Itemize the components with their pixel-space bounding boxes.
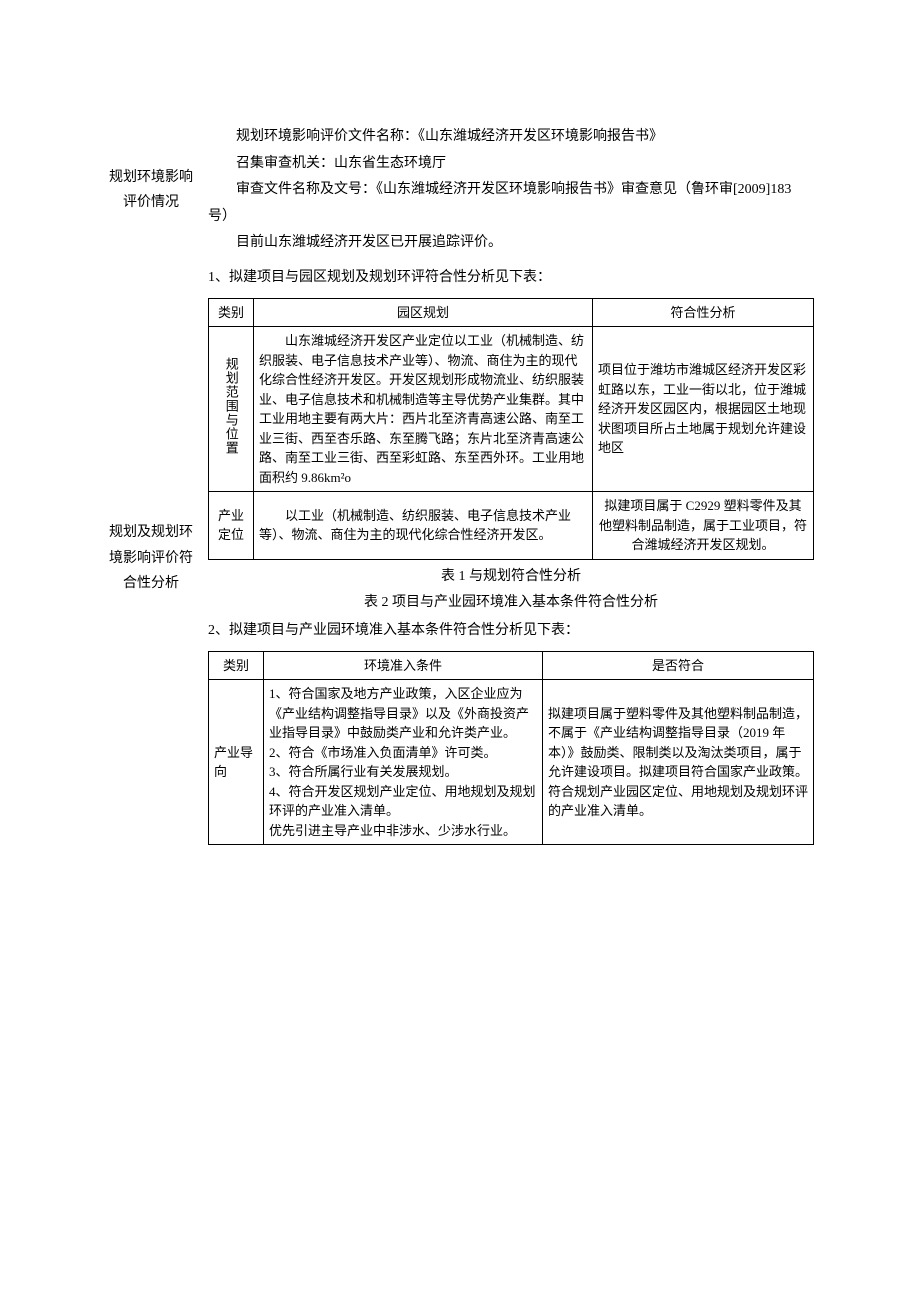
cell-plan-scope: 山东潍城经济开发区产业定位以工业（机械制造、纺织服装、电子信息技术产业等）、物流…: [254, 327, 593, 492]
th-plan: 园区规划: [254, 298, 593, 327]
row-label-planning-eia: 规划环境影响评价情况: [100, 120, 202, 261]
cell-plan-industry: 以工业（机械制造、纺织服装、电子信息技术产业等）、物流、商住为主的现代化综合性经…: [254, 492, 593, 560]
th-category-2: 类别: [209, 651, 264, 680]
cell-ok: 拟建项目属于塑料零件及其他塑料制品制造，不属于《产业结构调整指导目录（2019 …: [543, 680, 814, 845]
th-condition: 环境准入条件: [264, 651, 543, 680]
row-content-conformity: 1、拟建项目与园区规划及规划环评符合性分析见下表： 类别 园区规划 符合性分析 …: [202, 261, 820, 855]
caption-table-1: 表 1 与规划符合性分析: [208, 566, 814, 588]
section-row-planning-eia: 规划环境影响评价情况 规划环境影响评价文件名称：《山东潍城经济开发区环境影响报告…: [100, 120, 820, 261]
table-row: 产业导向 1、符合国家及地方产业政策，入区企业应为《产业结构调整指导目录》以及《…: [209, 680, 814, 845]
section-row-conformity: 规划及规划环境影响评价符合性分析 1、拟建项目与园区规划及规划环评符合性分析见下…: [100, 261, 820, 855]
table-row: 规划范围与位置 山东潍城经济开发区产业定位以工业（机械制造、纺织服装、电子信息技…: [209, 327, 814, 492]
cell-condition: 1、符合国家及地方产业政策，入区企业应为《产业结构调整指导目录》以及《外商投资产…: [264, 680, 543, 845]
caption-table-2: 表 2 项目与产业园环境准入基本条件符合性分析: [208, 592, 814, 614]
table-entry-conformity: 类别 环境准入条件 是否符合 产业导向 1、符合国家及地方产业政策，入区企业应为…: [208, 651, 814, 846]
text-industry-pos: 产业定位: [218, 508, 244, 543]
th-category: 类别: [209, 298, 254, 327]
th-ok: 是否符合: [543, 651, 814, 680]
lead-text-1: 1、拟建项目与园区规划及规划环评符合性分析见下表：: [208, 265, 814, 292]
cell-category-industry: 产业定位: [209, 492, 254, 560]
cell-conf-scope: 项目位于潍坊市潍城区经济开发区彩虹路以东，工业一街以北，位于潍城经济开发区园区内…: [593, 327, 814, 492]
cell-conf-industry: 拟建项目属于 C2929 塑料零件及其他塑料制品制造，属于工业项目，符合潍城经济…: [593, 492, 814, 560]
table-row: 类别 园区规划 符合性分析: [209, 298, 814, 327]
para-followup: 目前山东潍城经济开发区已开展追踪评价。: [208, 230, 814, 257]
table-row: 产业定位 以工业（机械制造、纺织服装、电子信息技术产业等）、物流、商住为主的现代…: [209, 492, 814, 560]
vtext-scope: 规划范围与位置: [221, 336, 241, 476]
cell-category-orientation: 产业导向: [209, 680, 264, 845]
table-row: 类别 环境准入条件 是否符合: [209, 651, 814, 680]
lead-text-2: 2、拟建项目与产业园环境准入基本条件符合性分析见下表：: [208, 618, 814, 645]
cell-category-scope: 规划范围与位置: [209, 327, 254, 492]
outer-layout-table: 规划环境影响评价情况 规划环境影响评价文件名称：《山东潍城经济开发区环境影响报告…: [100, 120, 820, 855]
para-review-agency: 召集审查机关：山东省生态环境厅: [208, 151, 814, 178]
row-label-conformity: 规划及规划环境影响评价符合性分析: [100, 261, 202, 855]
para-review-doc: 审查文件名称及文号：《山东潍城经济开发区环境影响报告书》审查意见（鲁环审[200…: [208, 177, 814, 230]
th-conformity: 符合性分析: [593, 298, 814, 327]
row-content-planning-eia: 规划环境影响评价文件名称：《山东潍城经济开发区环境影响报告书》 召集审查机关：山…: [202, 120, 820, 261]
para-doc-name: 规划环境影响评价文件名称：《山东潍城经济开发区环境影响报告书》: [208, 124, 814, 151]
table-planning-conformity: 类别 园区规划 符合性分析 规划范围与位置 山东潍城经济开发区产业定位以工业（机…: [208, 298, 814, 560]
